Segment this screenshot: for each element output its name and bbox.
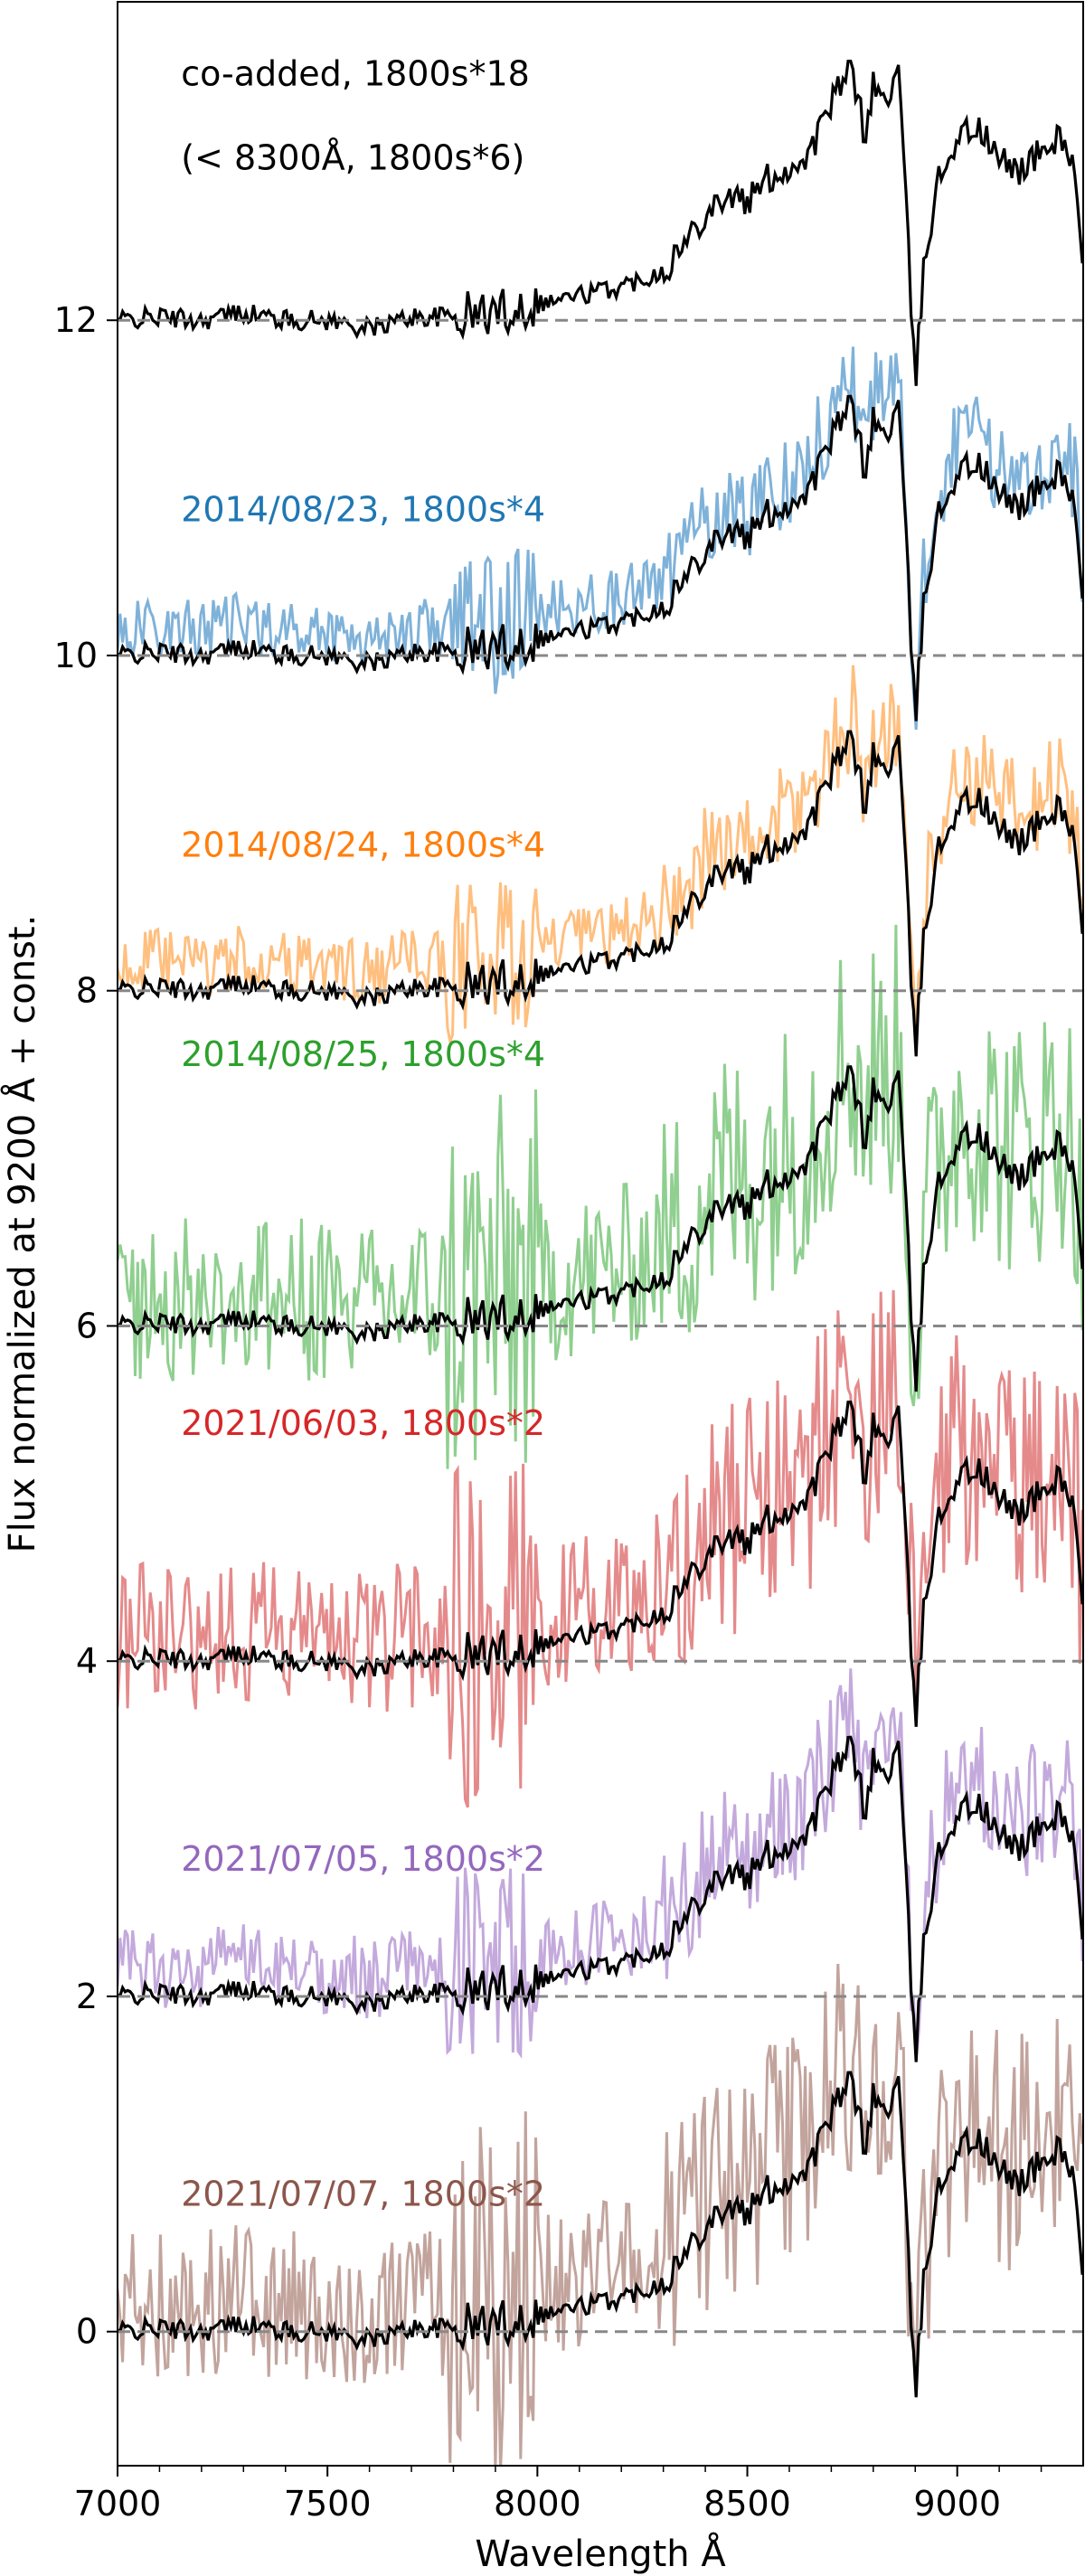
baseline-layer (118, 318, 1083, 2334)
x-tick-label-7500: 7500 (284, 2484, 372, 2524)
y-tick-label-8: 8 (76, 971, 98, 1011)
series-3-reference (118, 1065, 1083, 1392)
x-axis-ticks: 7000 7500 8000 8500 9000 (74, 2466, 1043, 2524)
x-tick-label-8500: 8500 (703, 2484, 791, 2524)
y-tick-label-2: 2 (76, 1977, 98, 2016)
series-5-reference (118, 1735, 1083, 2062)
series-2 (118, 665, 1083, 1057)
x-tick-label-7000: 7000 (74, 2484, 162, 2524)
annotation-0: co-added, 1800s*18 (181, 54, 530, 94)
series-0-reference (118, 59, 1083, 386)
series-1 (118, 346, 1083, 731)
series-label-3: 2014/08/25, 1800s*4 (181, 1034, 545, 1074)
y-axis-title: Flux normalized at 9200 Å + const. (0, 915, 43, 1553)
series-6 (118, 1963, 1083, 2466)
series-2-reference (118, 730, 1083, 1057)
label-layer: 2014/08/23, 1800s*4 2014/08/24, 1800s*4 20… (181, 54, 545, 2214)
series-5 (118, 1668, 1083, 2062)
series-6-reference (118, 2071, 1083, 2398)
y-tick-label-0: 0 (76, 2312, 98, 2352)
x-axis-title: Wavelength Å (475, 2532, 726, 2575)
y-tick-label-12: 12 (54, 300, 98, 340)
x-tick-label-9000: 9000 (913, 2484, 1001, 2524)
series-4-reference (118, 1400, 1083, 1727)
series-4 (118, 1289, 1083, 1808)
series-4-spectrum (118, 1289, 1083, 1808)
series-0 (118, 59, 1083, 386)
y-tick-label-10: 10 (54, 636, 98, 675)
y-axis-ticks: 0 2 4 6 8 10 12 (54, 300, 118, 2352)
series-3-spectrum (118, 924, 1083, 1469)
annotation-1: (< 8300Å, 1800s*6) (181, 137, 524, 177)
series-1-reference (118, 394, 1083, 722)
series-1-spectrum (118, 346, 1083, 731)
y-tick-label-6: 6 (76, 1306, 98, 1345)
series-label-5: 2021/07/05, 1800s*2 (181, 1839, 545, 1879)
x-tick-label-8000: 8000 (494, 2484, 581, 2524)
series-label-2: 2014/08/24, 1800s*4 (181, 825, 545, 864)
series-layer (118, 59, 1083, 2466)
series-label-1: 2014/08/23, 1800s*4 (181, 490, 545, 530)
series-6-spectrum (118, 1963, 1083, 2466)
series-3 (118, 924, 1083, 1469)
series-label-6: 2021/07/07, 1800s*2 (181, 2175, 545, 2214)
series-label-4: 2021/06/03, 1800s*2 (181, 1403, 545, 1443)
y-tick-label-4: 4 (76, 1641, 98, 1681)
plot-frame (117, 1, 1084, 2467)
